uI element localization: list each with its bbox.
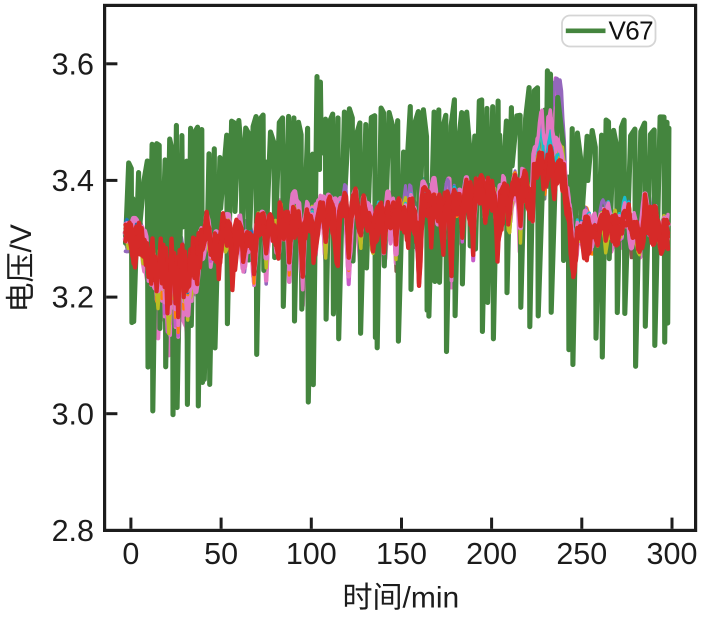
svg-text:250: 250 bbox=[556, 537, 607, 571]
svg-text:0: 0 bbox=[122, 537, 139, 571]
svg-text:3.0: 3.0 bbox=[52, 397, 94, 431]
svg-text:100: 100 bbox=[286, 537, 337, 571]
svg-text:V67: V67 bbox=[609, 16, 654, 46]
svg-text:3.2: 3.2 bbox=[52, 281, 94, 315]
svg-text:/min: /min bbox=[403, 582, 460, 615]
svg-text:3.4: 3.4 bbox=[52, 164, 94, 198]
svg-text:50: 50 bbox=[204, 537, 238, 571]
svg-text:200: 200 bbox=[466, 537, 517, 571]
svg-text:2.8: 2.8 bbox=[52, 514, 94, 548]
svg-text:150: 150 bbox=[376, 537, 427, 571]
svg-text:/V: /V bbox=[5, 224, 38, 252]
svg-text:3.6: 3.6 bbox=[52, 47, 94, 81]
svg-text:300: 300 bbox=[647, 537, 698, 571]
